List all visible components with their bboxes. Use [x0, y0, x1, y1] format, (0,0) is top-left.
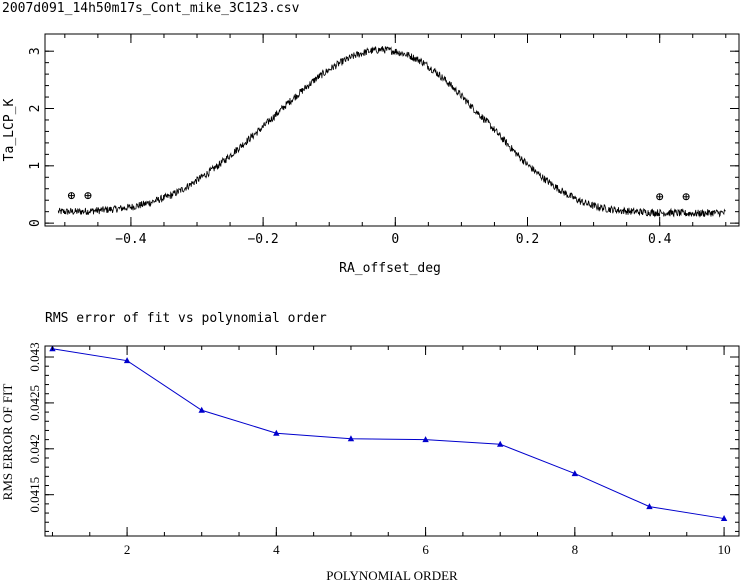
bottom-y-axis-label: RMS ERROR OF FIT — [0, 384, 15, 501]
bottom-series-line — [52, 348, 725, 520]
top-y-tick-label: 3 — [28, 47, 43, 55]
bottom-data-point — [646, 503, 653, 510]
bottom-data-point — [198, 406, 205, 413]
bottom-data-point — [273, 429, 280, 436]
bottom-x-tick-label: 4 — [273, 542, 280, 557]
bottom-data-point — [497, 440, 504, 447]
bottom-data-layer — [49, 345, 728, 522]
bottom-data-point — [347, 435, 355, 442]
bottom-x-tick-label: 2 — [124, 542, 131, 557]
top-x-tick-label: −0.4 — [115, 232, 146, 247]
top-marker-point — [67, 192, 75, 200]
bottom-data-point — [422, 436, 429, 443]
top-marker-point — [84, 192, 92, 200]
bottom-data-point — [571, 470, 579, 477]
top-y-axis-label: Ta_LCP_K — [2, 99, 17, 162]
bottom-y-tick-label: 0.043 — [27, 342, 42, 371]
bottom-x-axis-label: POLYNOMIAL ORDER — [326, 568, 458, 583]
bottom-plot-frame — [44, 345, 740, 537]
top-axes-layer: −0.4 −0.2 0 0.2 0.4 0 1 2 3 — [28, 34, 739, 247]
top-x-tick-label: 0 — [391, 232, 399, 247]
bottom-data-point — [123, 357, 131, 364]
bottom-y-tick-label: 0.042 — [27, 434, 42, 463]
bottom-data-point — [720, 515, 728, 522]
top-y-tick-label: 0 — [28, 219, 43, 227]
top-x-tick-label: 0.4 — [648, 232, 672, 247]
top-series-trace — [57, 45, 726, 218]
bottom-axes-layer: 2 4 6 8 10 0.0415 0.042 0.0425 0.043 — [27, 342, 739, 557]
top-title: 2007d091_14h50m17s_Cont_mike_3C123.csv — [2, 1, 300, 16]
bottom-x-tick-label: 10 — [718, 542, 731, 557]
bottom-x-tick-label: 8 — [572, 542, 579, 557]
top-plot-frame — [44, 33, 740, 227]
bottom-title: RMS error of fit vs polynomial order — [45, 311, 327, 326]
top-marker-point — [682, 193, 690, 201]
top-data-layer — [57, 45, 726, 218]
top-x-tick-label: 0.2 — [516, 232, 539, 247]
top-panel: 2007d091_14h50m17s_Cont_mike_3C123.csv −… — [2, 1, 740, 276]
bottom-x-tick-label: 6 — [422, 542, 429, 557]
bottom-panel: RMS error of fit vs polynomial order 2 4 6… — [0, 311, 740, 583]
top-x-axis-label: RA_offset_deg — [339, 261, 441, 276]
top-y-tick-label: 2 — [28, 105, 43, 113]
top-marker-point — [656, 193, 664, 201]
bottom-y-tick-label: 0.0425 — [27, 385, 42, 421]
bottom-y-tick-label: 0.0415 — [27, 477, 42, 513]
top-y-tick-label: 1 — [28, 162, 43, 170]
top-x-tick-label: −0.2 — [247, 232, 278, 247]
